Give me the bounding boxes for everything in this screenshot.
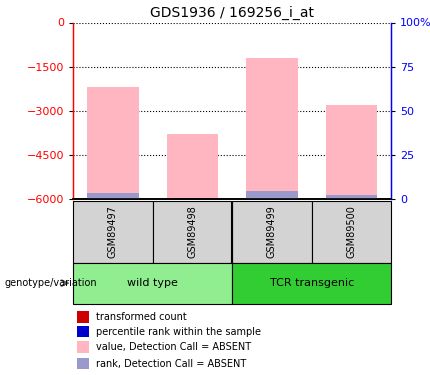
Text: GSM89499: GSM89499	[267, 205, 277, 258]
Bar	[232, 201, 312, 262]
Text: transformed count: transformed count	[96, 312, 187, 322]
Title: GDS1936 / 169256_i_at: GDS1936 / 169256_i_at	[150, 6, 314, 20]
Text: TCR transgenic: TCR transgenic	[270, 278, 354, 288]
Text: rank, Detection Call = ABSENT: rank, Detection Call = ABSENT	[96, 358, 246, 369]
Text: GSM89497: GSM89497	[108, 205, 118, 258]
Text: GSM89500: GSM89500	[347, 205, 356, 258]
Text: wild type: wild type	[127, 278, 178, 288]
Text: genotype/variation: genotype/variation	[4, 278, 97, 288]
Text: GSM89498: GSM89498	[187, 205, 197, 258]
Bar	[77, 326, 89, 338]
Bar	[312, 201, 391, 262]
Text: value, Detection Call = ABSENT: value, Detection Call = ABSENT	[96, 342, 252, 352]
Bar	[87, 87, 139, 199]
Bar	[246, 58, 298, 199]
Bar	[77, 358, 89, 369]
Bar	[166, 134, 218, 199]
Bar	[77, 311, 89, 323]
Bar	[232, 262, 391, 304]
Bar	[73, 262, 232, 304]
Bar	[246, 191, 298, 199]
Bar	[326, 195, 378, 199]
Bar	[87, 194, 139, 199]
Bar	[77, 341, 89, 353]
Bar	[153, 201, 232, 262]
Bar	[326, 105, 378, 199]
Text: percentile rank within the sample: percentile rank within the sample	[96, 327, 261, 337]
Bar	[73, 201, 153, 262]
